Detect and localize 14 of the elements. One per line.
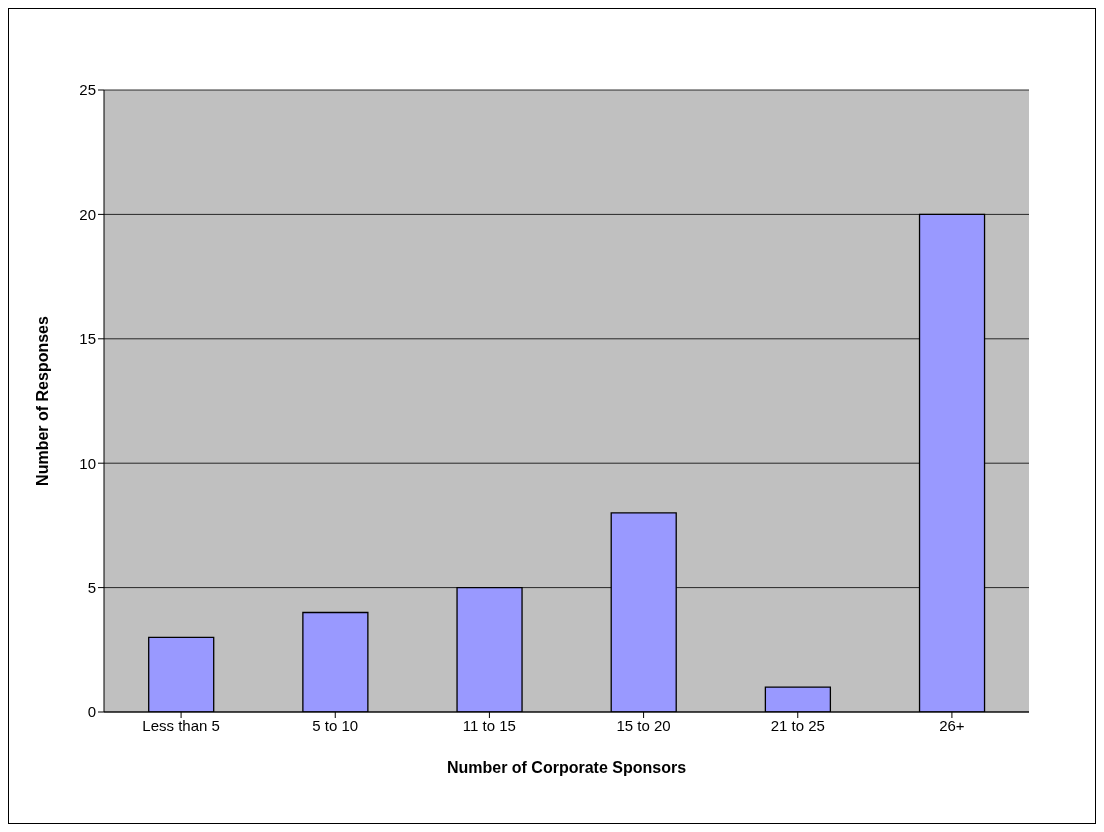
y-tick-label: 20 xyxy=(79,205,96,223)
x-tick-label: 21 to 25 xyxy=(770,716,825,734)
x-tick-label: Less than 5 xyxy=(142,716,220,734)
x-tick-label: 11 to 15 xyxy=(462,716,516,734)
x-axis-title: Number of Corporate Sponsors xyxy=(446,759,687,777)
x-tick-label: 26+ xyxy=(939,716,965,734)
y-axis-title: Number of Responses xyxy=(33,315,51,486)
y-tick-label: 15 xyxy=(79,330,96,348)
x-tick-label: 5 to 10 xyxy=(312,716,359,734)
x-tick-label: 15 to 20 xyxy=(616,716,671,734)
y-tick-label: 5 xyxy=(87,578,96,596)
y-tick-label: 25 xyxy=(79,81,96,99)
y-tick-label: 10 xyxy=(79,454,96,472)
y-tick-label: 0 xyxy=(87,703,96,721)
